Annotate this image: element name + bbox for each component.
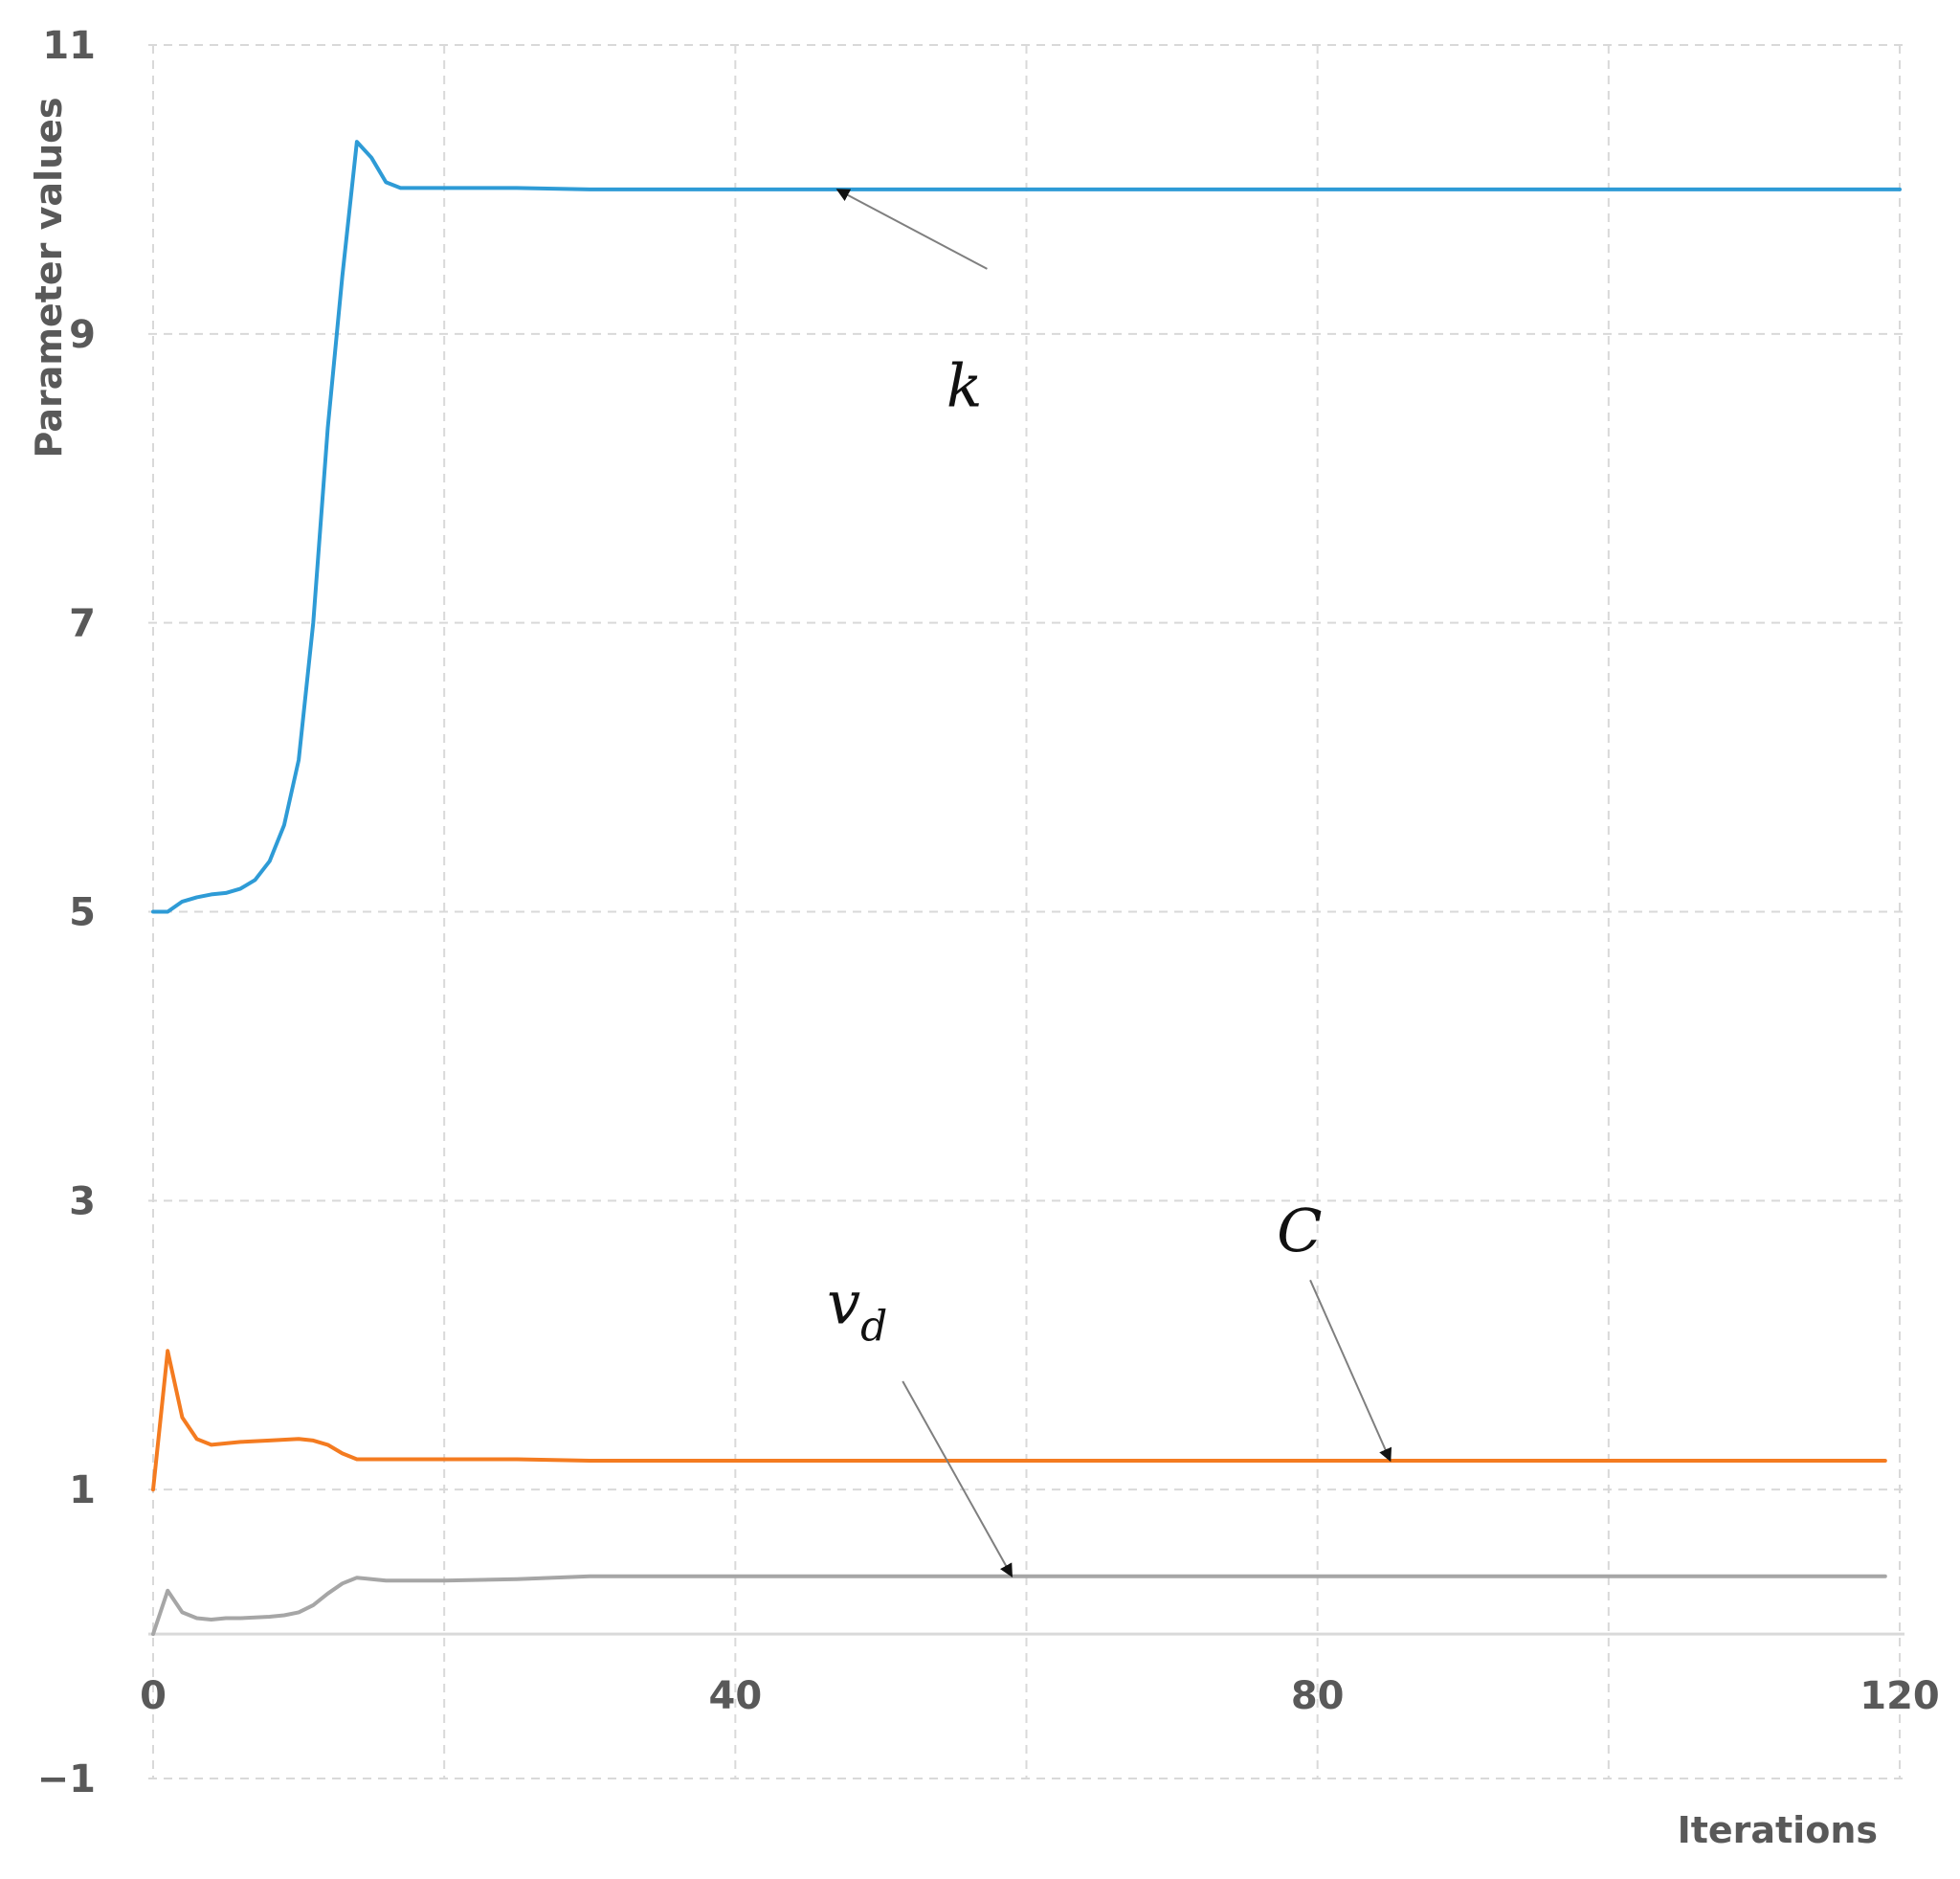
annotation-arrow [902, 1380, 1013, 1577]
series-line-c [151, 1349, 1887, 1492]
y-tick-label: 1 [69, 1468, 96, 1512]
y-tick-labels: −1 1 3 5 7 9 11 [37, 24, 96, 1801]
y-tick-label: 11 [42, 24, 96, 68]
x-tick-label: 0 [140, 1674, 167, 1718]
x-axis-title: Iterations [1678, 1809, 1878, 1851]
y-tick-label: 5 [69, 891, 96, 935]
y-tick-label: 9 [69, 313, 96, 357]
series-annotations: k Cvd [827, 189, 1392, 1577]
series-annotation-label: C [1277, 1196, 1322, 1265]
series-annotation-label: vd [827, 1268, 887, 1352]
series-annotation-label: k [947, 350, 983, 420]
x-tick-label: 80 [1291, 1674, 1345, 1718]
y-axis-title: Parameter values [28, 97, 70, 458]
annotation-arrow [835, 189, 988, 270]
y-tick-label: 7 [69, 602, 96, 646]
x-tick-label: 40 [708, 1674, 762, 1718]
y-tick-label: 3 [69, 1179, 96, 1223]
series-lines [151, 140, 1902, 1637]
series-line-k [151, 140, 1902, 914]
annotation-arrow [1309, 1279, 1392, 1463]
series-line-v-d [151, 1574, 1887, 1637]
x-tick-label: 120 [1860, 1674, 1940, 1718]
y-tick-label: −1 [37, 1757, 96, 1801]
grid [148, 44, 1904, 1779]
x-tick-labels: 0 40 80 120 [140, 1674, 1940, 1718]
